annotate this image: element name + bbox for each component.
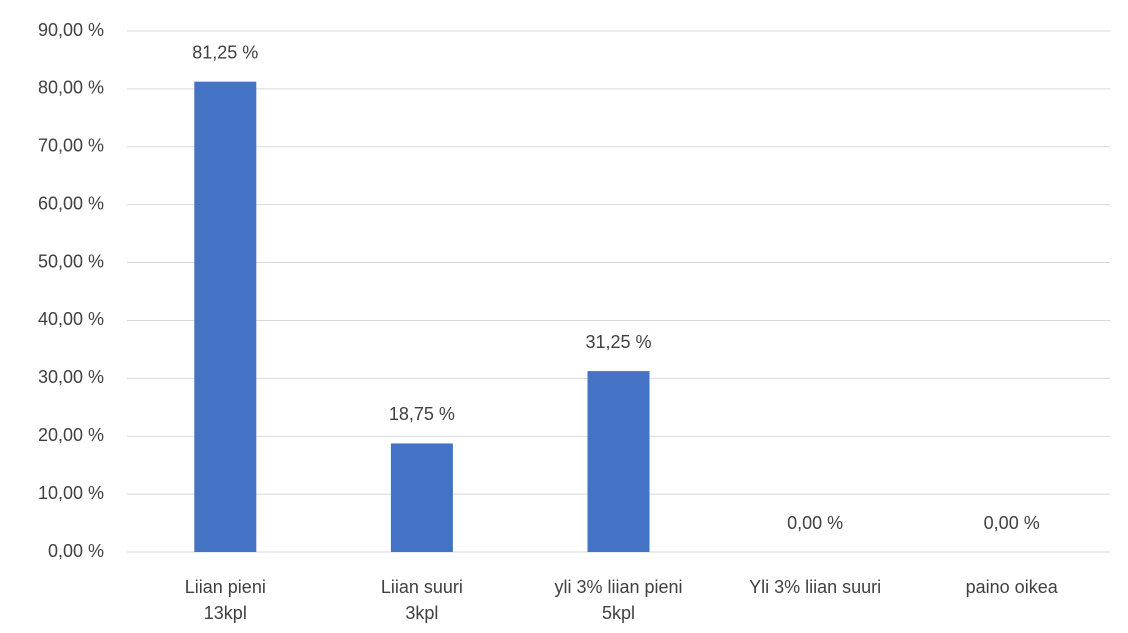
x-tick-label: Yli 3% liian suuri: [749, 577, 882, 597]
y-tick-label: 80,00 %: [38, 78, 104, 98]
y-tick-label: 60,00 %: [38, 193, 104, 213]
x-tick-label: Liian suuri 3kpl: [380, 577, 463, 623]
bar: [194, 81, 257, 553]
x-tick-label: yli 3% liian pieni 5kpl: [554, 577, 683, 623]
bar: [587, 371, 650, 552]
data-label: 0,00 %: [787, 513, 843, 533]
y-tick-label: 10,00 %: [38, 483, 104, 503]
y-tick-label: 50,00 %: [38, 251, 104, 271]
y-tick-label: 70,00 %: [38, 136, 104, 156]
x-tick-label: Liian pieni 13kpl: [184, 577, 266, 623]
y-tick-label: 40,00 %: [38, 309, 104, 329]
data-label: 81,25 %: [192, 42, 258, 62]
data-label: 0,00 %: [984, 513, 1040, 533]
data-label: 18,75 %: [389, 404, 455, 424]
data-label: 31,25 %: [585, 332, 651, 352]
x-tick-label: paino oikea: [965, 577, 1058, 597]
y-tick-label: 20,00 %: [38, 425, 104, 445]
y-tick-label: 30,00 %: [38, 367, 104, 387]
bar: [390, 443, 453, 552]
y-tick-label: 90,00 %: [38, 20, 104, 40]
y-tick-label: 0,00 %: [48, 541, 104, 561]
